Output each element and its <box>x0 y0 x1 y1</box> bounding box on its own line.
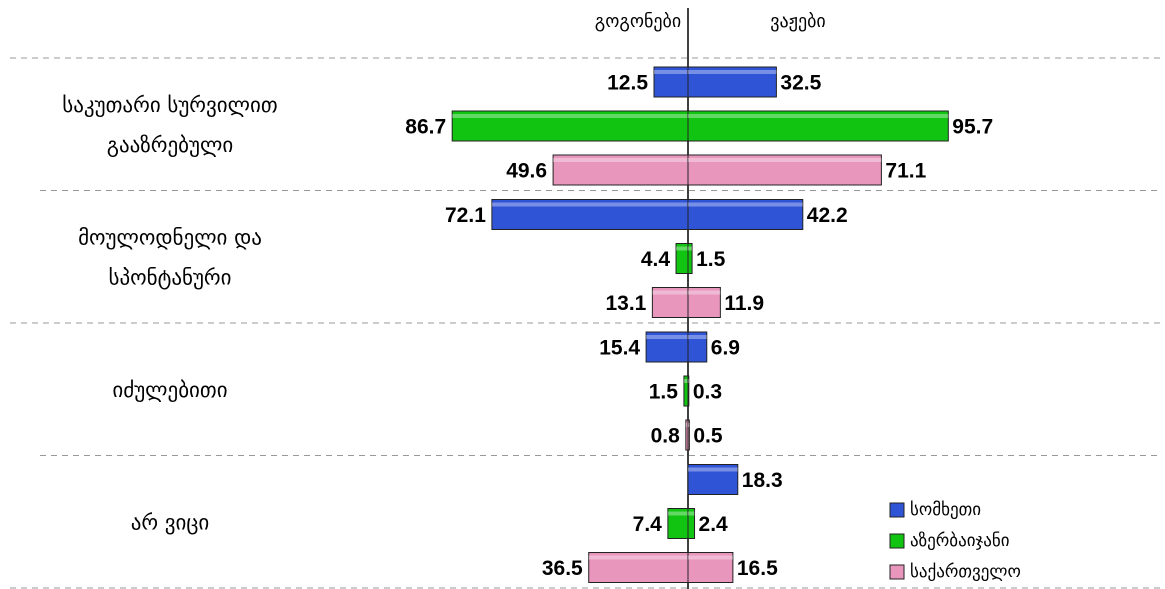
bar <box>687 66 777 98</box>
value-label: 7.4 <box>633 513 663 536</box>
legend-label: აზერბაიჯანი <box>910 531 1010 551</box>
bar-shine <box>588 555 688 560</box>
bar-shine <box>688 246 693 251</box>
value-label: 72.1 <box>445 204 486 227</box>
value-label: 15.4 <box>599 337 640 360</box>
bar-shine <box>676 246 688 251</box>
bar-shine <box>688 290 721 295</box>
bar-shine <box>654 70 688 74</box>
value-label: 0.3 <box>693 381 722 404</box>
bar <box>491 199 689 230</box>
value-label: 49.6 <box>506 160 547 183</box>
bar <box>687 154 882 186</box>
bar-shine <box>688 555 733 560</box>
value-label: 11.9 <box>724 292 764 315</box>
value-label: 2.4 <box>699 513 729 536</box>
value-label: 0.8 <box>651 425 681 448</box>
bar-shine <box>688 467 738 472</box>
bar-shine <box>688 70 777 74</box>
value-label: 0.5 <box>693 425 723 448</box>
bar <box>552 154 689 186</box>
category-label: იძულებითი <box>112 378 227 402</box>
value-label: 36.5 <box>542 557 583 580</box>
bar-shine <box>688 335 707 339</box>
category-label: არ ვიცი <box>131 511 210 535</box>
bar-shine <box>667 511 688 516</box>
bar-shine <box>688 423 690 427</box>
value-label: 1.5 <box>649 381 679 404</box>
bar <box>651 287 689 318</box>
legend-swatch <box>889 502 905 518</box>
value-label: 18.3 <box>742 469 783 492</box>
bar-shine <box>688 202 803 207</box>
value-label: 95.7 <box>952 116 993 139</box>
value-label: 16.5 <box>737 557 778 580</box>
legend-label: საქართველო <box>910 562 1021 582</box>
bar <box>687 243 693 274</box>
bar <box>687 552 734 583</box>
bar-shine <box>688 379 689 383</box>
value-label: 42.2 <box>807 204 848 227</box>
value-label: 4.4 <box>641 248 671 271</box>
bar <box>687 508 696 539</box>
value-label: 71.1 <box>885 160 926 183</box>
value-label: 12.5 <box>607 72 648 95</box>
bar <box>588 552 689 583</box>
bar <box>687 110 949 142</box>
bar <box>687 419 690 451</box>
category-label: საკუთარი სურვილით გააზრებული <box>62 93 277 157</box>
value-label: 86.7 <box>405 116 446 139</box>
bar-shine <box>688 158 882 162</box>
side-label: გოგონები <box>595 11 681 32</box>
bar-shine <box>646 335 688 339</box>
value-label: 13.1 <box>605 292 646 315</box>
value-label: 32.5 <box>780 72 821 95</box>
bar-shine <box>688 114 949 118</box>
side-label: ვაჟები <box>770 11 825 32</box>
bar-shine <box>491 202 688 207</box>
bar <box>687 287 721 318</box>
bar <box>653 66 689 98</box>
legend-swatch <box>889 564 905 580</box>
bar-shine <box>652 290 688 295</box>
value-label: 1.5 <box>696 248 726 271</box>
bar-shine <box>553 158 688 162</box>
bar-shine <box>685 423 688 427</box>
bar-shine <box>688 511 695 516</box>
bar <box>687 375 690 407</box>
value-label: 6.9 <box>711 337 740 360</box>
category-label: მოულოდნელი და სპონტანური <box>78 226 262 290</box>
bar-shine <box>683 379 688 383</box>
bar <box>687 464 739 495</box>
legend-label: სომხეთი <box>910 500 981 520</box>
bar <box>687 199 804 230</box>
bar-shine <box>452 114 688 118</box>
bar <box>687 331 708 363</box>
legend-swatch <box>889 533 905 549</box>
